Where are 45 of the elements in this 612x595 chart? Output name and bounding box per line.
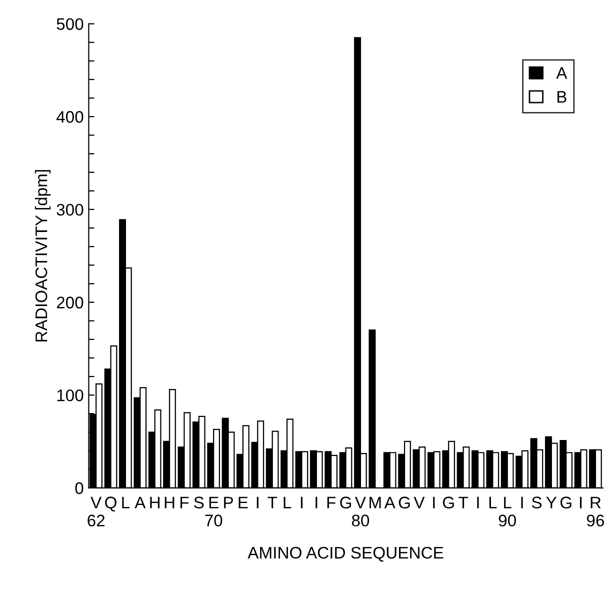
x-tick-label: I [256,496,258,508]
y-axis-title: RADIOACTIVITY [dpm] [34,170,51,342]
x-tick-label: E [238,496,248,508]
x-tick-label: I [521,496,523,508]
legend-label: A [556,67,568,79]
x-tick-label: T [268,496,278,508]
x-tick-label: F [327,496,336,508]
x-tick-label: L 90 [498,496,516,526]
x-tick-label: V 62 [88,496,105,526]
x-tick-label: P [224,496,233,508]
y-tick-label: 300 [56,204,84,216]
x-tick-label: G [398,496,410,508]
x-tick-label: I [433,496,435,508]
x-tick-label: I [477,496,479,508]
x-tick-label: L [122,496,130,508]
x-tick-label: L [489,496,497,508]
x-tick-label: V [414,496,425,508]
x-tick-label: R 96 [586,496,604,526]
x-tick-label: Y [546,496,557,508]
x-tick-label: I [316,496,318,508]
x-tick-label: H [150,496,160,508]
x-tick-label: I [580,496,582,508]
x-tick-label: S [532,496,542,508]
x-tick-label: E 70 [205,496,222,526]
y-tick-label: 500 [56,18,84,30]
x-tick-label: I [300,496,302,508]
x-tick-label: F [180,496,189,508]
x-tick-label: Q [105,496,116,512]
y-tick-label: 100 [57,389,84,402]
x-axis-title: AMINO ACID SEQUENCE [248,546,444,562]
x-tick-label: T [458,496,468,508]
legend-label: B [558,91,566,103]
x-tick-label: G [560,496,572,508]
x-tick-label: S [194,496,204,508]
x-tick-label: L [284,496,292,508]
x-tick-label: H [164,496,174,508]
x-tick-label: V 80 [352,496,370,526]
x-tick-label: A [134,496,146,508]
y-tick-label: 400 [56,111,84,123]
x-tick-label: M [370,496,381,508]
y-tick-label: 0 [75,482,84,494]
x-tick-label: G [340,496,352,508]
y-tick-label: 200 [56,296,84,308]
x-tick-label: A [384,496,396,508]
x-tick-label: G [442,496,454,508]
